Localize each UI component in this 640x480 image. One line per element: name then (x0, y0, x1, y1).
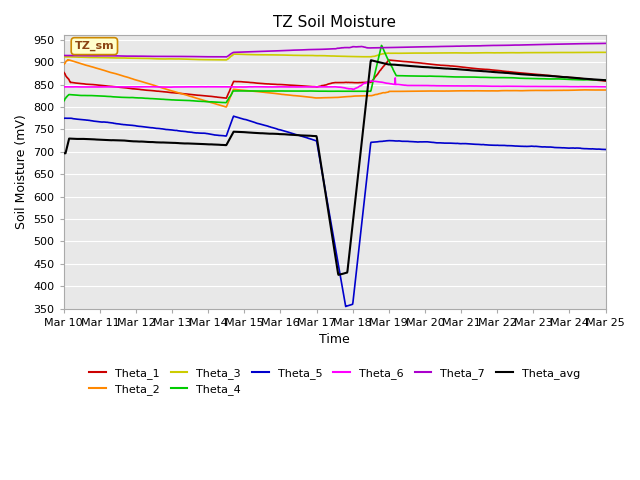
X-axis label: Time: Time (319, 333, 350, 346)
Title: TZ Soil Moisture: TZ Soil Moisture (273, 15, 396, 30)
Y-axis label: Soil Moisture (mV): Soil Moisture (mV) (15, 115, 28, 229)
Text: TZ_sm: TZ_sm (74, 41, 114, 51)
Legend: Theta_1, Theta_2, Theta_3, Theta_4, Theta_5, Theta_6, Theta_7, Theta_avg: Theta_1, Theta_2, Theta_3, Theta_4, Thet… (85, 363, 584, 400)
